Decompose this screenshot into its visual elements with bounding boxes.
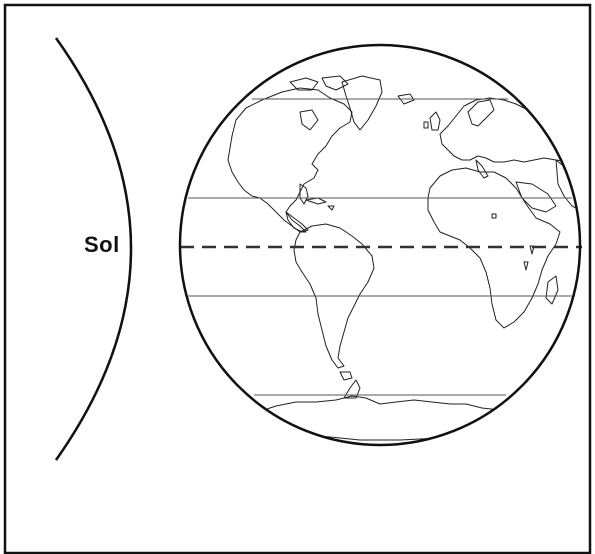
south-america-outline	[293, 223, 375, 369]
antarctica-outline	[257, 395, 521, 441]
north-america-outline	[227, 87, 353, 233]
madagascar-outline	[545, 275, 559, 305]
scandinavia-outline	[467, 99, 495, 127]
globe-outline	[178, 43, 582, 447]
greenland-outline	[341, 75, 383, 131]
italy-outline	[475, 159, 489, 179]
world-map-outline	[227, 75, 580, 441]
tierra-del-fuego-outline	[339, 371, 353, 381]
sun-limb-arc	[54, 37, 133, 461]
africa-outline	[427, 167, 561, 329]
arctic-islands-outline	[289, 75, 349, 91]
iceland-outline	[397, 93, 415, 105]
europe-outline	[439, 97, 580, 163]
sun-label: Sol	[84, 232, 120, 257]
hudson-bay-outline	[299, 109, 319, 131]
latitude-lines	[188, 98, 572, 396]
outer-border	[3, 3, 592, 554]
african-lakes-outline	[491, 213, 535, 271]
caribbean-islands-outline	[305, 197, 335, 211]
central-america-outline	[285, 211, 309, 233]
florida-outline	[299, 183, 309, 205]
british-isles-outline	[423, 111, 441, 131]
earth-globe	[178, 43, 582, 447]
antarctic-peninsula-outline	[343, 379, 361, 399]
